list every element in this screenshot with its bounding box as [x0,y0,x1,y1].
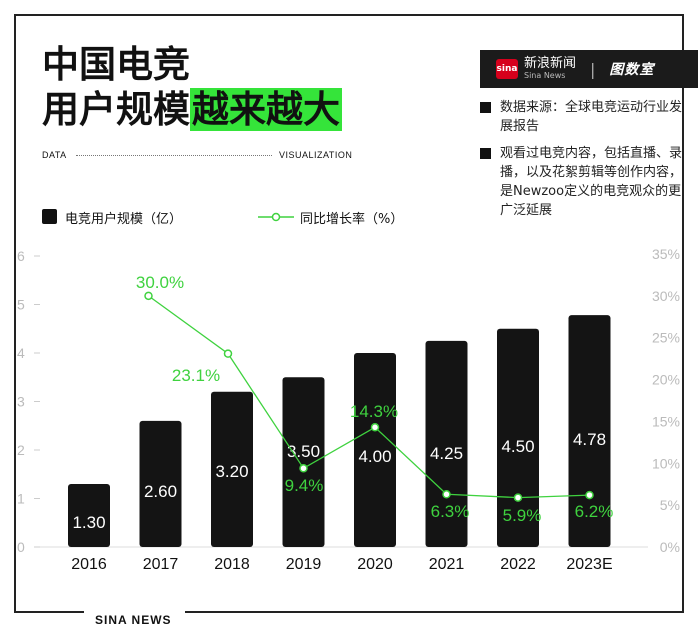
visualization-label: VISUALIZATION [279,150,353,160]
bar-value-label: 4.50 [501,437,534,456]
bar [568,315,611,547]
growth-point [442,490,451,499]
bar-value-label: 4.00 [358,447,391,466]
growth-point [299,464,308,473]
title-line-2-plain: 用户规模 [42,88,190,131]
bar-value-label: 4.78 [573,430,606,449]
note-text: 数据来源：全球电竞运动行业发展报告 [500,100,683,134]
y-left-tick-label: 4 [17,345,25,361]
brand-name-en: Sina News [524,71,566,80]
bar-value-label: 2.60 [144,482,177,501]
note-text: 观看过电竞内容，包括直播、录播，以及花絮剪辑等创作内容，是Newzoo定义的电竞… [500,146,683,218]
y-left-tick-label: 1 [17,491,25,507]
x-tick-label: 2017 [143,556,179,573]
x-tick-label: 2022 [500,556,536,573]
footer-label: SINA NEWS [95,613,172,627]
brand-name-cn: 新浪新闻 [524,56,577,71]
growth-value-label: 30.0% [136,273,184,292]
y-left-tick-label: 0 [17,539,25,555]
data-label: DATA [42,150,67,160]
growth-value-label: 23.1% [172,366,220,385]
bar [211,391,253,547]
title-line-1: 中国电竞 [42,43,190,86]
bullet-icon [480,102,491,113]
sina-logo: sina [496,59,518,79]
y-left-tick-label: 6 [17,248,25,264]
dotted-divider [76,155,272,156]
bar-value-label: 4.25 [430,444,463,463]
growth-point [585,490,594,500]
y-left-tick-label: 2 [17,442,25,458]
bar [139,420,182,547]
y-left-tick-label: 3 [17,394,25,410]
legend-line-swatch [258,212,294,222]
growth-point [223,349,233,358]
x-tick-label: 2020 [357,556,393,573]
growth-value-label: 5.9% [503,506,542,525]
note-item: 观看过电竞内容，包括直播、录播，以及花絮剪辑等创作内容，是Newzoo定义的电竞… [480,144,685,220]
growth-value-label: 6.2% [575,502,614,521]
footer-rule-right [185,611,684,613]
x-tick-label: 2016 [71,556,107,573]
frame [14,14,684,612]
legend-line-label: 同比增长率（%） [300,212,404,227]
growth-value-label: 9.4% [285,476,324,495]
growth-point [370,423,380,432]
bullet-icon [480,148,491,159]
y-right-tick-label: 35% [652,246,680,262]
bar-value-label: 1.30 [72,513,105,532]
x-tick-label: 2021 [429,556,465,573]
y-right-tick-label: 20% [652,372,680,388]
y-right-tick-label: 25% [652,330,680,346]
x-tick-label: 2018 [214,556,250,573]
legend-bar-label: 电竞用户规模（亿） [65,212,183,227]
growth-value-label: 14.3% [350,402,398,421]
footer-rule-left [14,611,84,613]
y-right-tick-label: 0% [660,539,680,555]
column-logo: 图数室 [609,62,655,78]
page-title: 中国电竞 用户规模越来越大 [42,42,342,132]
growth-point [144,291,153,301]
bar [354,353,396,547]
brand-names: 新浪新闻 Sina News [524,57,576,81]
x-tick-label: 2019 [286,556,322,573]
y-right-tick-label: 15% [652,413,680,429]
growth-value-label: 6.3% [431,502,470,521]
bar-value-label: 3.20 [215,462,248,481]
brand-banner: sina 新浪新闻 Sina News | 图数室 [480,50,698,88]
chart-legend: 电竞用户规模（亿） 同比增长率（%） [42,207,442,227]
y-right-tick-label: 5% [660,497,680,513]
y-right-tick-label: 10% [652,455,680,471]
bar [425,340,468,547]
y-left-tick-label: 5 [17,297,25,313]
x-tick-label: 2023E [566,556,612,573]
growth-point [513,493,523,502]
legend-bar-swatch [42,209,57,224]
bar [497,328,539,547]
brand-separator: | [590,59,596,79]
notes: 数据来源：全球电竞运动行业发展报告 观看过电竞内容，包括直播、录播，以及花絮剪辑… [480,98,685,228]
note-item: 数据来源：全球电竞运动行业发展报告 [480,98,685,136]
y-right-tick-label: 30% [652,288,680,304]
bar [282,377,325,547]
title-line-2: 用户规模越来越大 [42,87,342,132]
title-highlight: 越来越大 [190,88,342,131]
bar [68,483,110,547]
